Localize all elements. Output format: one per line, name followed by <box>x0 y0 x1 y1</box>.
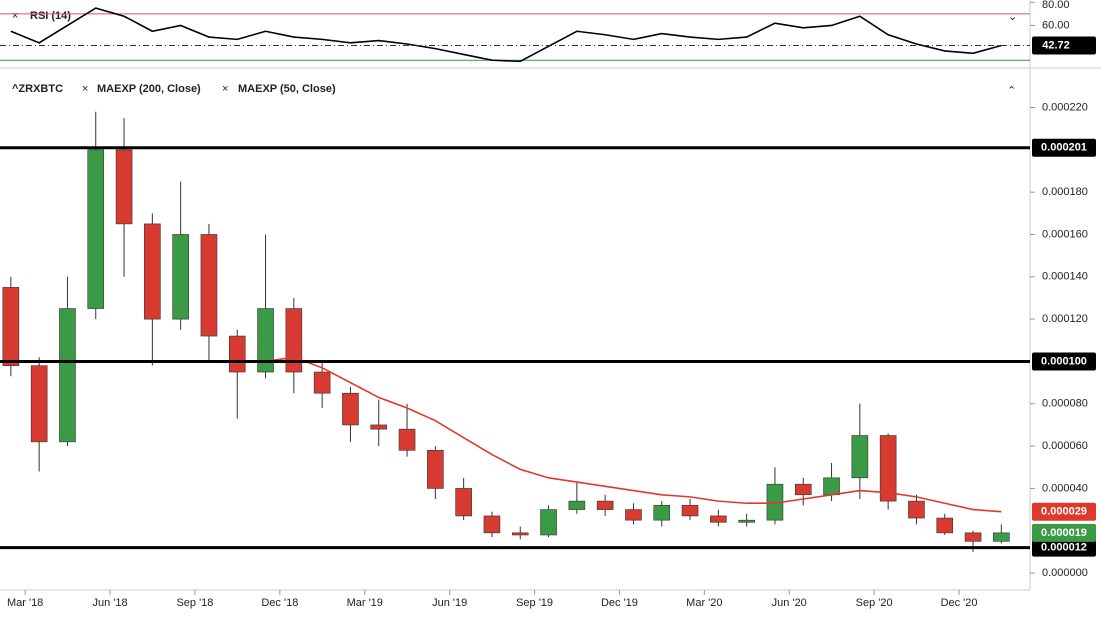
legend-item: MAEXP (50, Close) <box>238 83 336 95</box>
x-tick-label: Jun '19 <box>432 597 467 609</box>
price-tag <box>1032 538 1096 557</box>
x-tick-label: Sep '20 <box>856 597 893 609</box>
candle-body <box>540 509 557 536</box>
candle-body <box>200 234 218 337</box>
price-tag <box>1032 138 1096 157</box>
x-tick-label: Mar '19 <box>347 597 383 609</box>
candle-body <box>596 500 614 510</box>
candle-body <box>455 488 472 517</box>
collapse-icon[interactable]: ⌄ <box>1008 11 1017 23</box>
candle-body <box>483 515 501 534</box>
y-tick-label: 0.000160 <box>1042 228 1088 240</box>
candle-body <box>936 517 954 534</box>
price-tag <box>1032 352 1096 371</box>
candle-body <box>115 149 133 225</box>
candle-body <box>653 505 671 521</box>
price-tag-label: 0.000100 <box>1041 355 1087 367</box>
legend-symbol: ^ZRXBTC <box>12 83 63 95</box>
x-tick-label: Dec '20 <box>941 597 978 609</box>
candle-body <box>993 532 1010 542</box>
x-tick-label: Sep '18 <box>176 597 213 609</box>
x-tick-label: Jun '20 <box>772 597 807 609</box>
candle-body <box>681 505 699 517</box>
candle-body <box>257 308 274 373</box>
x-tick-label: Dec '19 <box>601 597 638 609</box>
value-tag-label: 0.000029 <box>1041 506 1087 518</box>
candle-body <box>879 435 897 502</box>
x-tick-label: Mar '20 <box>686 597 722 609</box>
candle-body <box>568 500 586 510</box>
rsi-line <box>10 7 1002 63</box>
close-icon[interactable]: × <box>82 83 88 95</box>
collapse-icon[interactable]: ⌃ <box>1007 85 1016 97</box>
y-tick-label: 0.000140 <box>1042 271 1088 283</box>
value-tag <box>1032 502 1096 521</box>
y-tick-label: 0.000220 <box>1042 101 1088 113</box>
close-icon[interactable]: × <box>12 10 18 22</box>
candle-body <box>313 371 331 394</box>
x-tick-label: Sep '19 <box>516 597 553 609</box>
price-tag-label: 0.000012 <box>1041 542 1087 554</box>
candle-body <box>908 500 925 519</box>
price-tag-label: 0.000201 <box>1041 142 1087 154</box>
candle-body <box>2 287 20 366</box>
value-tag-label: 42.72 <box>1042 39 1070 51</box>
y-tick-label: 0.000000 <box>1042 567 1088 579</box>
candle-body <box>285 308 303 373</box>
rsi-title: RSI (14) <box>30 10 71 22</box>
y-tick-label: 80.00 <box>1042 0 1070 11</box>
candle-body <box>30 365 48 443</box>
candle-body <box>794 483 812 496</box>
value-tag-label: 0.000019 <box>1041 527 1087 539</box>
candle-body <box>144 223 161 320</box>
y-tick-label: 0.000040 <box>1042 482 1088 494</box>
candle-body <box>738 519 755 523</box>
y-tick-label: 60.00 <box>1042 19 1070 31</box>
x-tick-label: Dec '18 <box>261 597 298 609</box>
candle-body <box>228 335 246 373</box>
moving-average <box>265 356 1002 513</box>
candle-body <box>427 450 444 489</box>
candle-body <box>511 532 529 536</box>
value-tag <box>1032 523 1096 542</box>
candle-body <box>370 424 388 430</box>
x-tick-label: Jun '18 <box>92 597 127 609</box>
value-tag <box>1032 36 1096 55</box>
candle-body <box>823 477 840 496</box>
y-tick-label: 0.000080 <box>1042 398 1088 410</box>
candle-body <box>625 509 642 521</box>
candle-body <box>172 234 189 320</box>
y-tick-label: 0.000060 <box>1042 440 1088 452</box>
candle-body <box>851 435 869 479</box>
y-tick-label: 0.000120 <box>1042 313 1088 325</box>
candle-body <box>964 532 982 542</box>
y-tick-label: 0.000180 <box>1042 186 1088 198</box>
close-icon[interactable]: × <box>222 83 228 95</box>
candle-body <box>398 428 416 451</box>
candle-body <box>59 308 76 443</box>
legend-item: MAEXP (200, Close) <box>97 83 201 95</box>
candle-body <box>710 515 727 523</box>
candle-body <box>342 392 359 426</box>
x-tick-label: Mar '18 <box>7 597 43 609</box>
candle-body <box>87 149 105 309</box>
